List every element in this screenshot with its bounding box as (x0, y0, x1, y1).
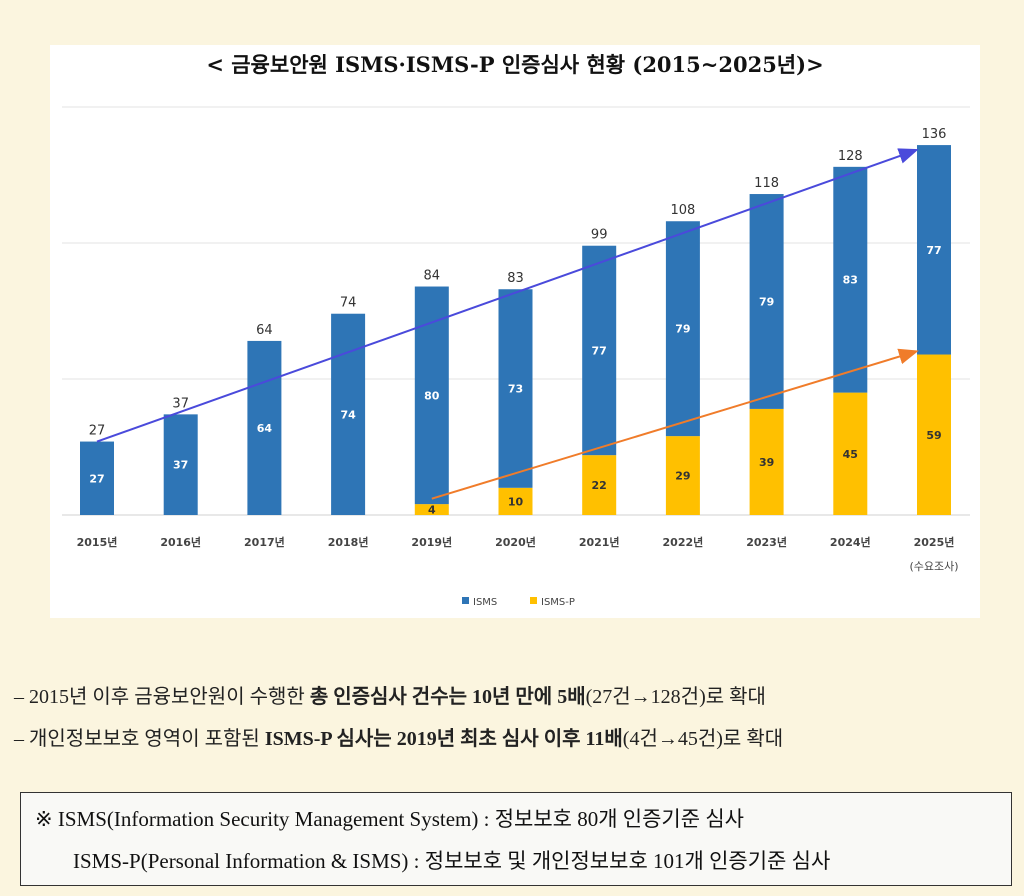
bar-isms-p (749, 408, 784, 515)
data-label: 22 (592, 479, 607, 492)
bar-isms-p (582, 455, 617, 515)
data-label: 59 (926, 429, 941, 442)
legend-label: ISMS-P (541, 597, 575, 608)
x-tick-label: 2019년 (411, 535, 452, 549)
legend-label: ISMS (473, 597, 497, 608)
chart-title: < 금융보안원 ISMS·ISMS-P 인증심사 현황 (2015~2025년)… (206, 52, 824, 77)
note-text: – 2015년 이후 금융보안원이 수행한 (14, 686, 310, 708)
legend-swatch (530, 597, 537, 604)
bar-isms-p (833, 392, 868, 515)
x-tick-label: 2016년 (160, 535, 201, 549)
total-label: 64 (256, 323, 273, 338)
total-label: 108 (670, 203, 695, 218)
x-tick-label: 2017년 (244, 535, 285, 549)
total-label: 99 (591, 228, 608, 243)
bar-isms (917, 145, 951, 355)
data-label: 39 (759, 456, 774, 469)
note-1: – 2015년 이후 금융보안원이 수행한 총 인증심사 건수는 10년 만에 … (14, 680, 766, 709)
bar-isms (665, 221, 700, 437)
x-tick-label: 2023년 (746, 535, 787, 549)
total-label: 84 (424, 269, 441, 284)
note-2: – 개인정보보호 영역이 포함된 ISMS-P 심사는 2019년 최초 심사 … (14, 722, 783, 751)
total-label: 83 (507, 271, 524, 286)
data-label: 77 (592, 344, 607, 357)
note-text: – 개인정보보호 영역이 포함된 (14, 728, 265, 750)
bar-isms-p (917, 354, 951, 515)
total-label: 27 (89, 424, 106, 439)
note-text: 총 인증심사 건수는 10년 만에 5배 (309, 686, 586, 708)
legend-swatch (462, 597, 469, 604)
data-label: 73 (508, 383, 523, 396)
bar-isms (749, 194, 784, 409)
bar-isms (582, 245, 617, 456)
bar-isms (833, 166, 868, 393)
bar-isms (80, 441, 114, 515)
bar-isms-p (414, 504, 449, 515)
bar-isms-p (665, 436, 700, 515)
x-tick-label: 2018년 (328, 535, 369, 549)
bar-isms-p (498, 487, 533, 515)
data-label: 10 (508, 495, 524, 508)
data-label: 77 (926, 244, 941, 257)
definition-isms: ※ ISMS(Information Security Management S… (35, 807, 744, 831)
data-label: 45 (843, 448, 858, 461)
data-label: 29 (675, 470, 690, 483)
x-tick-label: 2025년 (914, 535, 955, 549)
x-tick-label: 2024년 (830, 535, 871, 549)
total-label: 128 (838, 149, 863, 164)
data-label: 37 (173, 459, 188, 472)
trend-arrow (96, 148, 919, 443)
total-label: 37 (172, 396, 189, 411)
x-tick-label: 2022년 (663, 535, 704, 549)
note-text: (27건→128건)로 확대 (585, 686, 766, 708)
x-tick-label: 2020년 (495, 535, 536, 549)
data-label: 79 (675, 323, 690, 336)
bar-isms (498, 289, 533, 488)
x-tick-label: 2021년 (579, 535, 620, 549)
total-label: 136 (922, 127, 947, 142)
total-label: 118 (754, 176, 779, 191)
total-label: 74 (340, 296, 357, 311)
data-label: 79 (759, 295, 774, 308)
bar-isms (247, 340, 282, 515)
note-text: (4건→45건)로 확대 (622, 728, 784, 750)
trend-arrow (431, 348, 919, 500)
stacked-bar-chart: 27 27 2015년 37 37 2016년 64 64 2017년 74 74 2018년 4 80 8… (62, 106, 970, 608)
bar-isms (163, 414, 198, 515)
note-text: ISMS-P 심사는 2019년 최초 심사 이후 11배 (264, 728, 623, 750)
definition-isms-p: ISMS-P(Personal Information & ISMS) : 정보… (73, 849, 831, 873)
data-label: 83 (843, 274, 858, 287)
data-label: 4 (428, 504, 436, 517)
definitions-box: ※ ISMS(Information Security Management S… (20, 792, 1012, 886)
x-tick-label: 2015년 (77, 535, 118, 549)
data-label: 64 (257, 422, 273, 435)
x-tick-sublabel: (수요조사) (909, 560, 958, 573)
data-label: 27 (89, 472, 104, 485)
data-label: 74 (340, 408, 356, 421)
data-label: 80 (424, 389, 440, 402)
